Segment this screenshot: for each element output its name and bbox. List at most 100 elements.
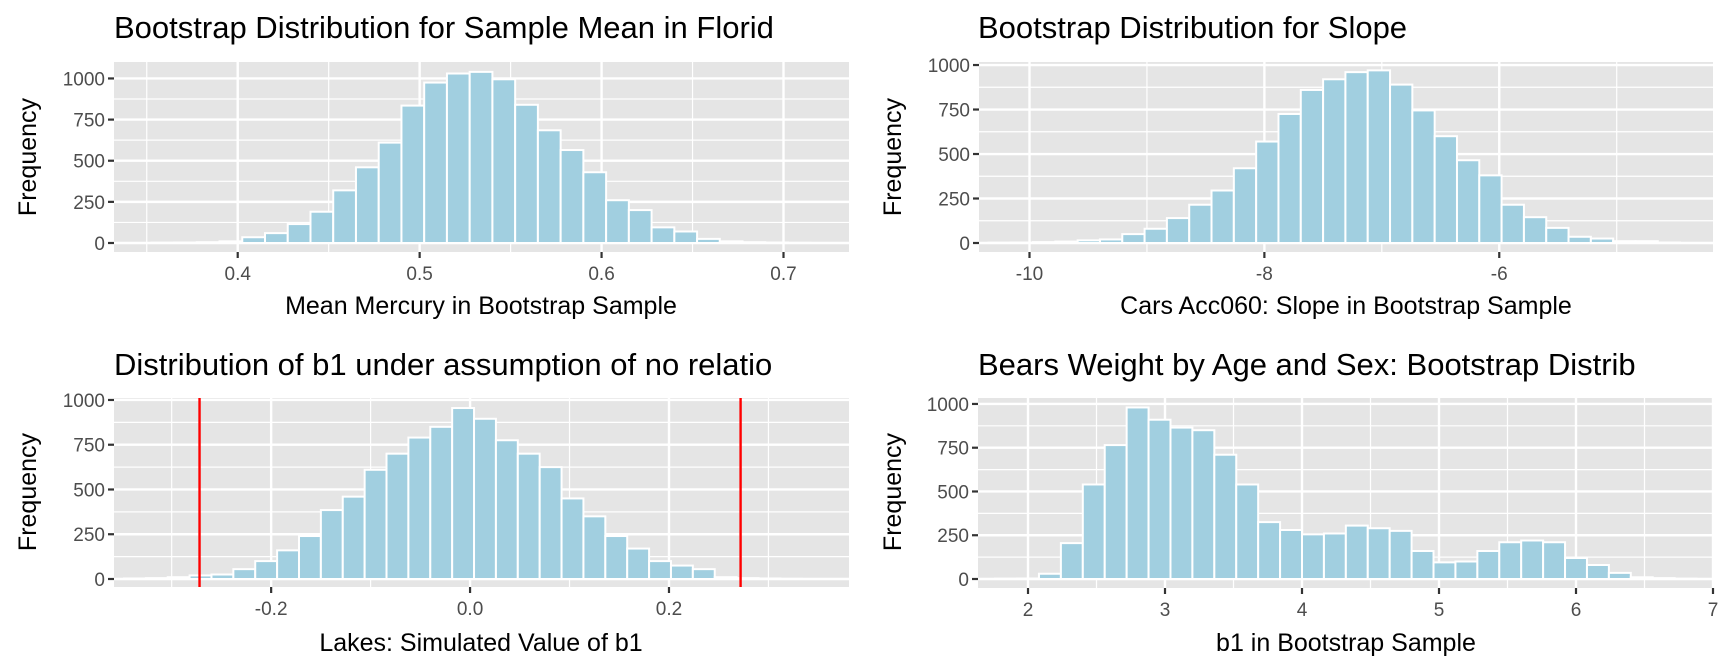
histogram-bar: [1498, 541, 1523, 581]
y-axis-title: Frequency: [14, 97, 42, 216]
x-axis-title: Cars Acc060: Slope in Bootstrap Sample: [1120, 292, 1572, 320]
histogram-bar: [494, 439, 519, 581]
histogram-bar: [1299, 88, 1325, 244]
histogram-bar: [1016, 577, 1040, 580]
y-tick-label: 750: [73, 111, 105, 132]
bars: [150, 70, 812, 245]
x-tick-label: 3: [1160, 600, 1171, 621]
histogram-bar: [319, 509, 344, 580]
histogram-bar: [1389, 83, 1414, 244]
histogram-bar: [1257, 521, 1282, 581]
histogram-bar: [582, 515, 607, 581]
histogram-bar: [1651, 577, 1676, 580]
histogram-bar: [1143, 227, 1168, 244]
histogram-bar: [473, 417, 497, 580]
y-tick-label: 250: [73, 193, 105, 214]
histogram-bar: [297, 535, 322, 581]
histogram-bar: [627, 209, 653, 245]
y-tick-label: 750: [938, 101, 970, 122]
histogram-bar: [696, 237, 721, 245]
histogram-bar: [1032, 241, 1057, 244]
histogram-bar: [1607, 571, 1632, 580]
histogram-bar: [1322, 532, 1347, 580]
histogram-bar: [1344, 71, 1369, 244]
y-tick-label: 250: [73, 525, 105, 546]
histogram-bar: [276, 549, 300, 581]
histogram-bar: [385, 452, 410, 580]
chart-title: Bootstrap Distribution for Slope: [978, 10, 1407, 45]
histogram-bar: [1522, 216, 1548, 245]
histogram-bar: [1432, 561, 1457, 581]
y-tick-label: 500: [937, 482, 969, 503]
histogram-bar: [538, 466, 563, 580]
histogram-bar: [166, 576, 191, 581]
chart-panel-slope: Bootstrap Distribution for Slope Cars Ac…: [879, 10, 1713, 320]
y-tick-label: 500: [73, 480, 105, 501]
chart-title: Distribution of b1 under assumption of n…: [114, 347, 772, 382]
histogram-bar: [1279, 528, 1304, 580]
histogram-bar: [1500, 203, 1525, 244]
histogram-bar: [536, 129, 562, 244]
y-tick-label: 250: [937, 526, 969, 547]
chart-title: Bears Weight by Age and Sex: Bootstrap D…: [978, 347, 1636, 382]
histogram-bar: [605, 199, 630, 245]
histogram-bar: [1277, 112, 1302, 244]
y-tick-label: 0: [959, 234, 970, 255]
histogram-bar: [451, 407, 476, 581]
y-tick-label: 0: [94, 570, 105, 591]
x-tick-label: -8: [1256, 264, 1273, 285]
y-tick-label: 0: [94, 234, 105, 255]
histogram-bar: [559, 149, 585, 244]
bars: [994, 406, 1698, 581]
x-tick-label: -6: [1491, 264, 1508, 285]
x-tick-label: 0.7: [770, 264, 796, 285]
histogram-bar: [341, 495, 366, 581]
histogram-bar: [1076, 239, 1101, 244]
plot-area: [114, 62, 849, 252]
histogram-bar: [1433, 135, 1458, 244]
histogram-bar: [1656, 241, 1682, 245]
y-axis-title: Frequency: [879, 432, 907, 551]
histogram-bar: [1121, 233, 1146, 244]
bars: [987, 69, 1682, 245]
histogram-bar: [1589, 237, 1615, 245]
histogram-bar: [1210, 189, 1235, 244]
chart-title: Bootstrap Distribution for Sample Mean i…: [114, 10, 774, 45]
histogram-bar: [1322, 78, 1347, 244]
histogram-bar: [1255, 140, 1280, 244]
histogram-bar: [669, 564, 694, 580]
histogram-bar: [1344, 524, 1369, 580]
histogram-bar: [264, 232, 289, 245]
histogram-bar: [1410, 549, 1435, 580]
histogram-bar: [1478, 174, 1503, 245]
plot-area: [979, 62, 1713, 252]
y-tick-label: 1000: [928, 56, 970, 77]
y-tick-label: 0: [958, 570, 969, 591]
y-tick-label: 1000: [63, 69, 105, 90]
histogram-bar: [218, 240, 244, 244]
histogram-bar: [1612, 240, 1637, 245]
x-tick-label: 6: [1571, 600, 1582, 621]
histogram-bar: [1520, 539, 1545, 581]
histogram-bar: [718, 240, 744, 244]
histogram-bar: [1454, 560, 1479, 581]
y-axis-title: Frequency: [14, 432, 42, 551]
histogram-bar: [400, 104, 426, 245]
histogram-bar: [1191, 429, 1216, 580]
x-tick-label: 7: [1708, 600, 1719, 621]
histogram-bar: [514, 103, 539, 244]
histogram-bar: [1564, 556, 1588, 581]
histogram-bar: [309, 210, 335, 244]
histogram-bar: [468, 70, 494, 244]
histogram-bar: [1147, 418, 1172, 580]
histogram-bar: [210, 573, 235, 580]
histogram-bar: [1388, 529, 1413, 580]
x-tick-label: 0.0: [457, 599, 483, 620]
histogram-bar: [1629, 576, 1654, 580]
histogram-bar: [377, 141, 403, 244]
histogram-bar: [1098, 238, 1124, 244]
histogram-bar: [1232, 167, 1258, 244]
y-tick-label: 500: [73, 152, 105, 173]
plot-area: [978, 398, 1715, 588]
y-axis-title: Frequency: [879, 97, 907, 216]
